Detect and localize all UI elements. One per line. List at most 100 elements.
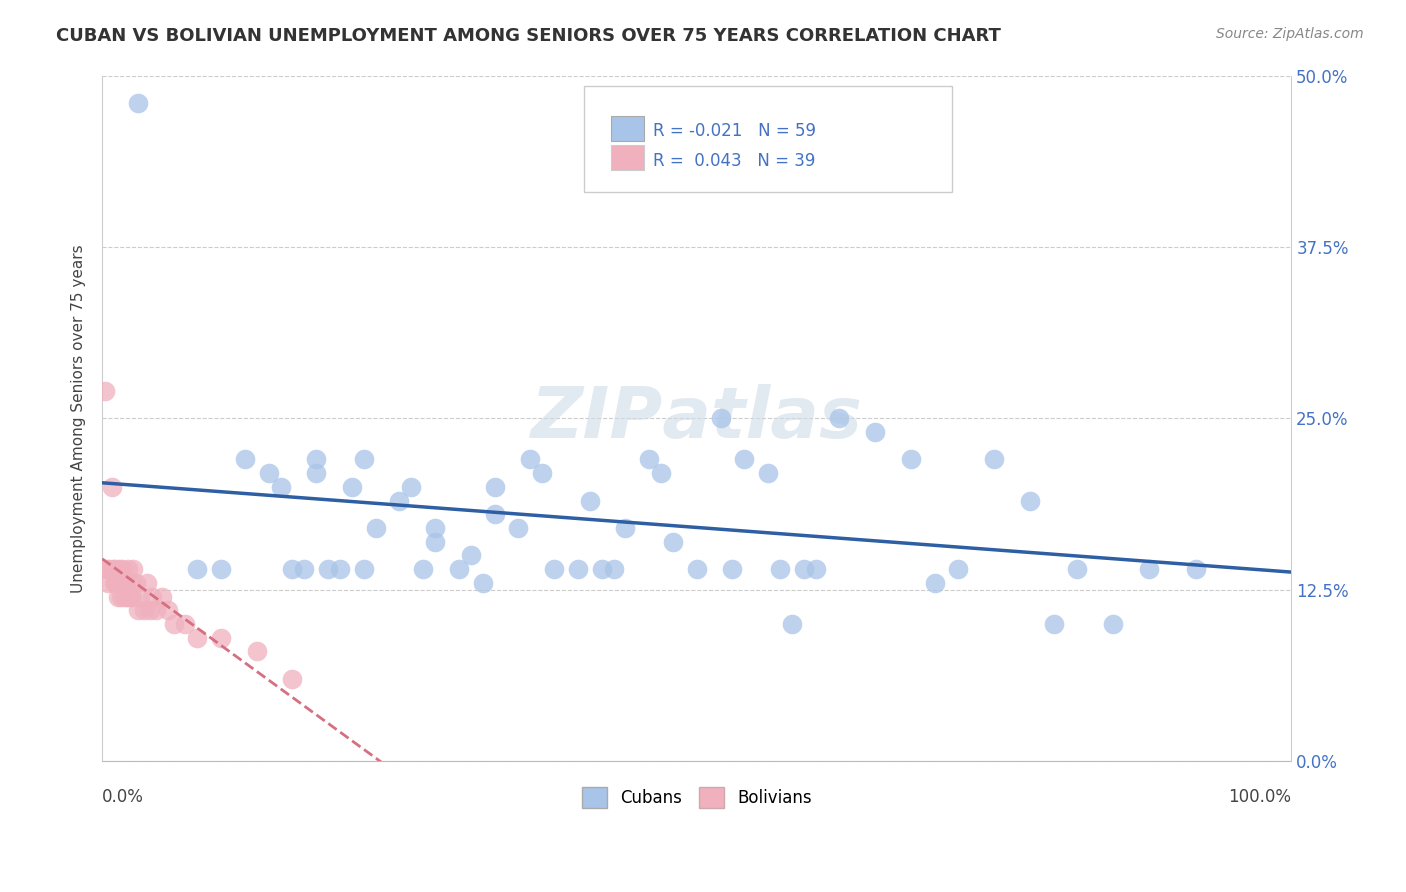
Point xyxy=(132,603,155,617)
Point xyxy=(112,575,135,590)
Point xyxy=(471,575,494,590)
Point xyxy=(105,575,128,590)
Point xyxy=(721,562,744,576)
Point xyxy=(107,590,129,604)
Point xyxy=(141,590,163,604)
Point xyxy=(733,452,755,467)
Point xyxy=(709,411,731,425)
Point xyxy=(93,384,115,398)
Point xyxy=(484,480,506,494)
Point xyxy=(650,466,672,480)
Point xyxy=(114,590,136,604)
Point xyxy=(353,452,375,467)
Point xyxy=(270,480,292,494)
Point xyxy=(292,562,315,576)
Point xyxy=(124,575,146,590)
Point xyxy=(186,562,208,576)
Point xyxy=(948,562,970,576)
Point xyxy=(401,480,423,494)
Text: R = -0.021   N = 59: R = -0.021 N = 59 xyxy=(652,122,815,140)
Point xyxy=(1137,562,1160,576)
Y-axis label: Unemployment Among Seniors over 75 years: Unemployment Among Seniors over 75 years xyxy=(72,244,86,592)
Bar xyxy=(612,116,644,141)
Point xyxy=(484,508,506,522)
Point xyxy=(364,521,387,535)
Point xyxy=(174,617,197,632)
Bar xyxy=(612,145,644,170)
Point xyxy=(94,562,117,576)
Point xyxy=(863,425,886,439)
Point xyxy=(591,562,613,576)
Point xyxy=(121,590,143,604)
Point xyxy=(120,575,142,590)
Legend: Cubans, Bolivians: Cubans, Bolivians xyxy=(575,780,818,814)
Point xyxy=(1018,493,1040,508)
Point xyxy=(150,590,173,604)
Point xyxy=(110,590,132,604)
Text: Source: ZipAtlas.com: Source: ZipAtlas.com xyxy=(1216,27,1364,41)
Point xyxy=(127,603,149,617)
Text: 100.0%: 100.0% xyxy=(1229,789,1291,806)
Point xyxy=(460,549,482,563)
Point xyxy=(115,575,138,590)
Point xyxy=(614,521,637,535)
Point xyxy=(543,562,565,576)
Point xyxy=(305,452,328,467)
Point xyxy=(793,562,815,576)
Point xyxy=(118,590,141,604)
Point xyxy=(246,644,269,658)
Point xyxy=(924,575,946,590)
Point xyxy=(638,452,661,467)
Point xyxy=(281,672,304,686)
Point xyxy=(122,562,145,576)
Point xyxy=(136,575,159,590)
Point xyxy=(139,603,162,617)
Text: ZIP​atlas: ZIP​atlas xyxy=(531,384,863,453)
Point xyxy=(127,95,149,110)
Point xyxy=(780,617,803,632)
Point xyxy=(425,534,447,549)
Point xyxy=(353,562,375,576)
Point xyxy=(103,575,125,590)
Point xyxy=(388,493,411,508)
Point xyxy=(340,480,363,494)
Point xyxy=(111,562,134,576)
Point xyxy=(662,534,685,549)
Point xyxy=(129,590,152,604)
FancyBboxPatch shape xyxy=(583,86,952,192)
Point xyxy=(412,562,434,576)
Point xyxy=(162,617,184,632)
Point xyxy=(115,590,138,604)
Point xyxy=(1185,562,1208,576)
Point xyxy=(97,575,120,590)
Point xyxy=(108,575,131,590)
Point xyxy=(686,562,709,576)
Point xyxy=(305,466,328,480)
Point xyxy=(578,493,600,508)
Text: R =  0.043   N = 39: R = 0.043 N = 39 xyxy=(652,153,815,170)
Point xyxy=(425,521,447,535)
Point xyxy=(257,466,280,480)
Point xyxy=(156,603,179,617)
Point xyxy=(519,452,541,467)
Point xyxy=(233,452,256,467)
Point xyxy=(281,562,304,576)
Point xyxy=(804,562,827,576)
Point xyxy=(447,562,470,576)
Point xyxy=(117,562,139,576)
Text: CUBAN VS BOLIVIAN UNEMPLOYMENT AMONG SENIORS OVER 75 YEARS CORRELATION CHART: CUBAN VS BOLIVIAN UNEMPLOYMENT AMONG SEN… xyxy=(56,27,1001,45)
Point xyxy=(508,521,530,535)
Point xyxy=(329,562,352,576)
Point xyxy=(100,480,122,494)
Point xyxy=(316,562,339,576)
Point xyxy=(1102,617,1125,632)
Point xyxy=(900,452,922,467)
Point xyxy=(602,562,624,576)
Point xyxy=(104,562,127,576)
Point xyxy=(209,562,232,576)
Point xyxy=(209,631,232,645)
Text: 0.0%: 0.0% xyxy=(103,789,143,806)
Point xyxy=(101,562,124,576)
Point xyxy=(983,452,1005,467)
Point xyxy=(98,562,121,576)
